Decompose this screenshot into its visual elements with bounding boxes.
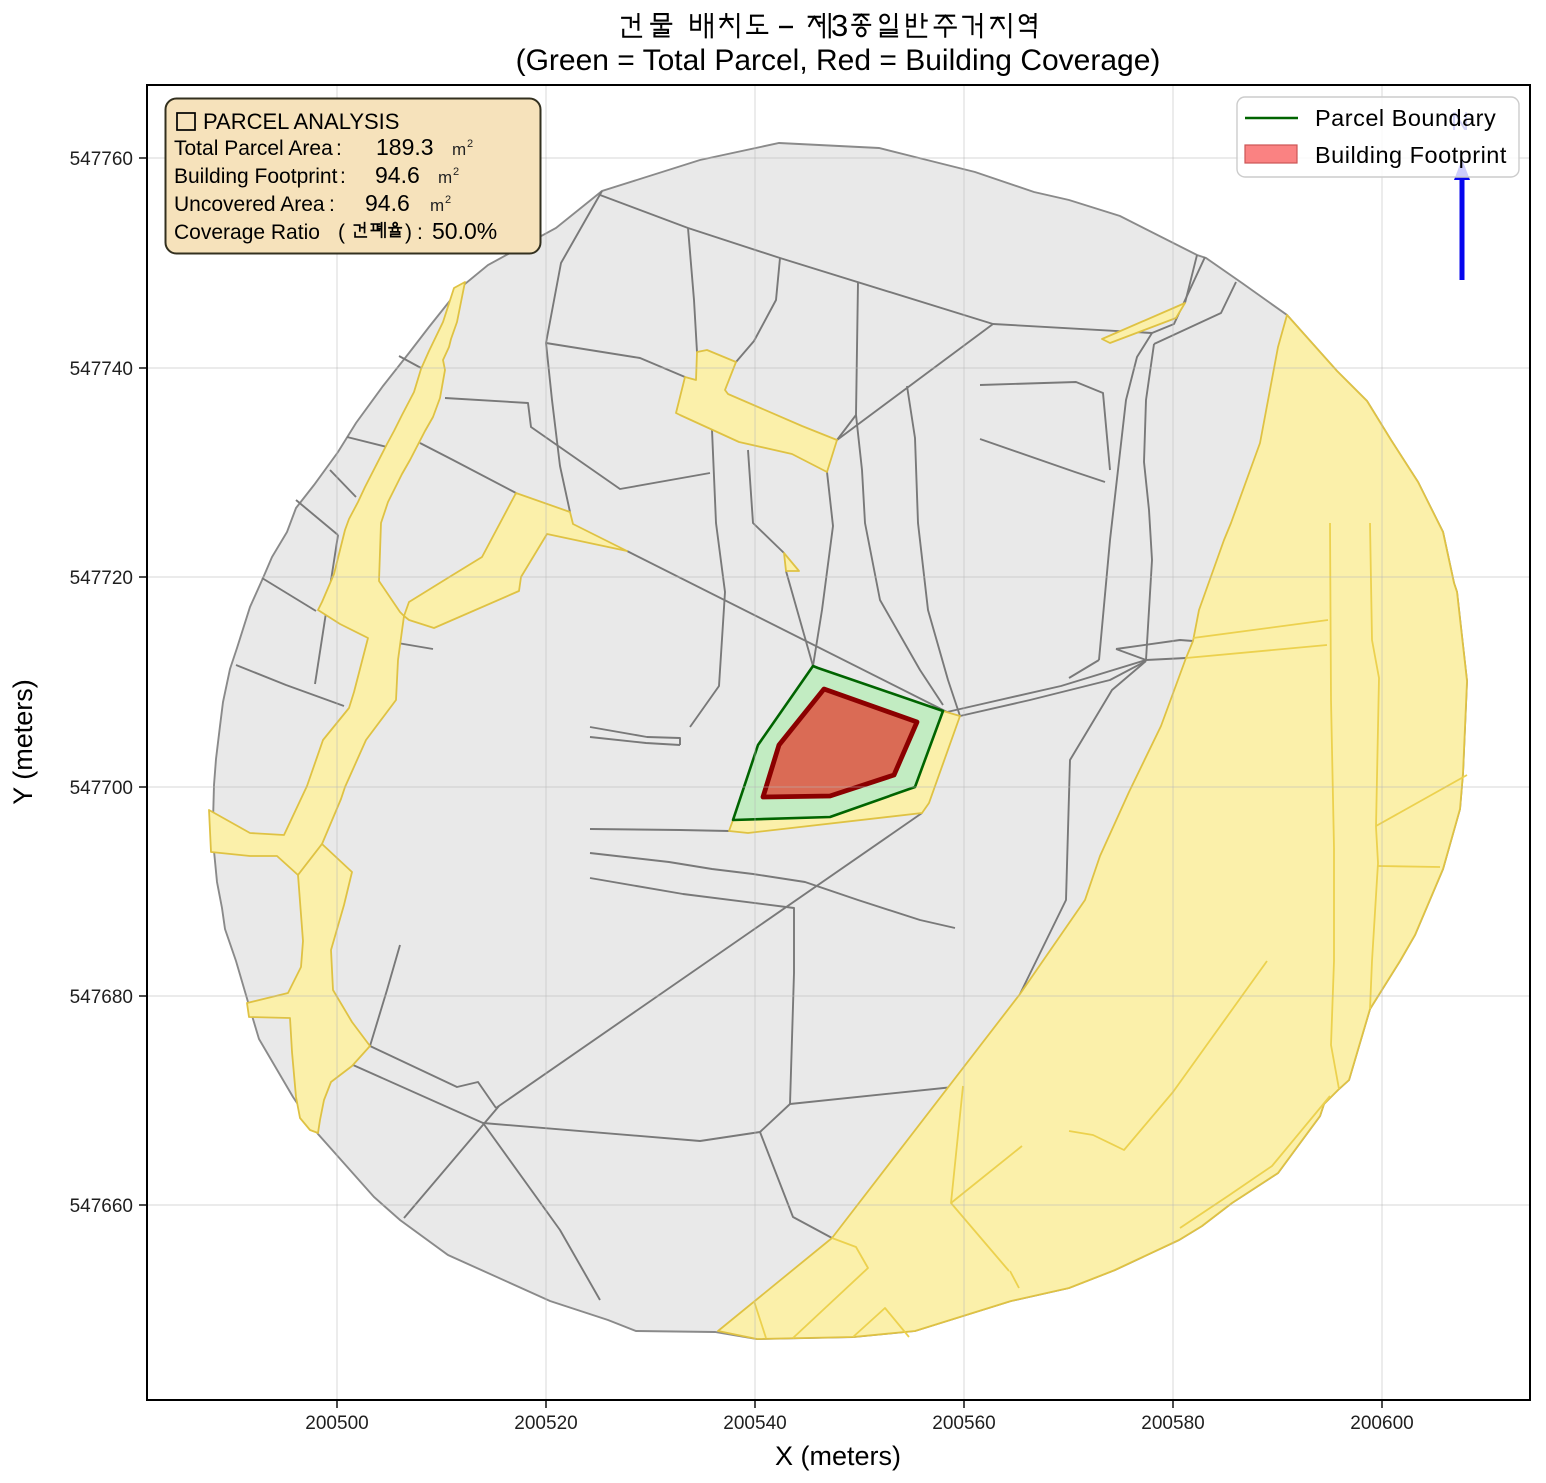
svg-text:m: m xyxy=(438,168,452,187)
svg-text:Y (meters): Y (meters) xyxy=(8,679,38,805)
svg-text:547700: 547700 xyxy=(70,778,133,799)
svg-text:): ) xyxy=(405,221,412,244)
svg-text:3: 3 xyxy=(831,8,848,43)
svg-text:m: m xyxy=(430,196,444,215)
svg-text:m: m xyxy=(452,140,466,159)
svg-text:(: ( xyxy=(338,221,345,244)
svg-text:200560: 200560 xyxy=(932,1413,995,1434)
svg-text:200500: 200500 xyxy=(305,1413,368,1434)
svg-text:X (meters): X (meters) xyxy=(775,1441,901,1471)
svg-text:200580: 200580 xyxy=(1141,1413,1204,1434)
svg-text::: : xyxy=(329,193,335,216)
svg-text:547740: 547740 xyxy=(70,359,133,380)
svg-text:Building Footprint: Building Footprint xyxy=(174,165,338,188)
svg-text:547720: 547720 xyxy=(70,568,133,589)
svg-text:200540: 200540 xyxy=(723,1413,786,1434)
svg-text:94.6: 94.6 xyxy=(375,162,420,188)
svg-text:200600: 200600 xyxy=(1350,1413,1413,1434)
svg-text::: : xyxy=(336,137,342,160)
svg-text:Building Footprint: Building Footprint xyxy=(1315,142,1507,168)
svg-text:(Green = Total Parcel, Red = B: (Green = Total Parcel, Red = Building Co… xyxy=(516,44,1161,77)
svg-text:Total Parcel Area: Total Parcel Area xyxy=(174,137,333,160)
svg-text:547760: 547760 xyxy=(70,149,133,170)
svg-text:189.3: 189.3 xyxy=(376,134,434,160)
svg-text:547680: 547680 xyxy=(70,987,133,1008)
svg-text:2: 2 xyxy=(445,194,451,206)
svg-text:94.6: 94.6 xyxy=(365,190,410,216)
svg-text:Coverage Ratio: Coverage Ratio xyxy=(174,221,320,244)
svg-text:2: 2 xyxy=(453,166,459,178)
svg-text:200520: 200520 xyxy=(514,1413,577,1434)
svg-text::: : xyxy=(417,221,423,244)
svg-text:547660: 547660 xyxy=(70,1196,133,1217)
svg-text:Uncovered Area: Uncovered Area xyxy=(174,193,325,216)
svg-text:2: 2 xyxy=(467,138,473,150)
svg-text:50.0%: 50.0% xyxy=(432,218,497,244)
svg-text::: : xyxy=(340,165,346,188)
svg-text:PARCEL ANALYSIS: PARCEL ANALYSIS xyxy=(203,109,399,134)
svg-text:Parcel Boundary: Parcel Boundary xyxy=(1315,105,1496,131)
